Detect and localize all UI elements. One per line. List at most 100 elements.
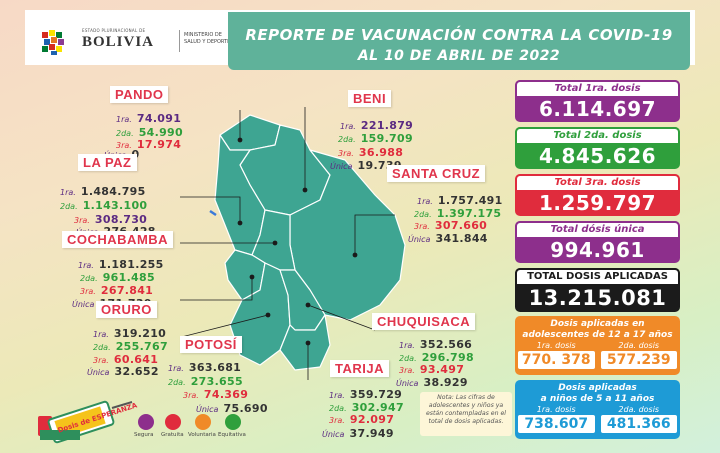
children-first-dose: 1ra. dosis 738.607 xyxy=(515,405,598,436)
report-date: AL 10 DE ABRIL DE 2022 xyxy=(357,48,561,64)
chuquisaca-dose-1-value: 352.566 xyxy=(419,338,473,351)
children-title-line1: Dosis aplicadas xyxy=(558,383,637,393)
adolescents-first-dose-label: 1ra. dosis xyxy=(536,341,576,350)
cochabamba-dose-1-value: 1.181.255 xyxy=(98,258,164,271)
dose-unique-label: Única xyxy=(322,430,345,439)
children-title-line2: a niños de 5 a 11 años xyxy=(540,394,655,404)
dose-2-label: 2da. xyxy=(338,135,356,144)
oruro-dose-2-value: 255.767 xyxy=(115,340,168,353)
la-paz-dose-1: 1ra. 1.484.795 xyxy=(60,180,146,199)
adolescents-card: Dosis aplicadas en adolescentes de 12 a … xyxy=(515,316,680,375)
chuquisaca-dose-3: 3ra. 93.497 xyxy=(399,358,464,377)
dose-1-label: 1ra. xyxy=(340,122,356,131)
logo-country-name: BOLIVIA xyxy=(82,34,155,50)
map-pando xyxy=(219,114,281,151)
dose-unique-label: Única xyxy=(72,300,95,309)
pando-dose-3-value: 17.974 xyxy=(136,138,182,151)
dose-2-label: 2da. xyxy=(414,210,432,219)
map-santa-cruz xyxy=(289,149,406,321)
lake-titicaca-icon xyxy=(209,209,217,217)
children-second-dose: 2da. dosis 481.366 xyxy=(598,405,681,436)
total-third-dose-value: 1.259.797 xyxy=(538,191,657,215)
children-columns: 1ra. dosis 738.607 2da. dosis 481.366 xyxy=(515,405,680,436)
total-second-dose-label: Total 2da. dosis xyxy=(515,127,680,143)
dept-label-cochabamba: COCHABAMBA xyxy=(62,231,174,248)
potosi-dose-unique: Única 75.690 xyxy=(196,397,268,416)
total-unique-dose-label: Total dósis única xyxy=(515,221,680,237)
chuquisaca-dose-2-value: 296.798 xyxy=(421,351,474,364)
syringe-campaign-icon xyxy=(38,400,133,444)
campaign-icon-label-equitable: Equitativa xyxy=(218,432,246,438)
santa-cruz-dose-2: 2da. 1.397.175 xyxy=(414,202,501,221)
dept-label-tarija: TARIJA xyxy=(330,360,389,377)
dose-1-label: 1ra. xyxy=(116,115,132,124)
total-third-dose-label: Total 3ra. dosis xyxy=(515,174,680,190)
title-banner: REPORTE DE VACUNACIÓN CONTRA LA COVID-19… xyxy=(228,12,690,70)
potosi-dose-3: 3ra. 74.369 xyxy=(183,383,248,402)
oruro-dose-unique: Única 32.652 xyxy=(87,360,159,379)
oruro-dose-1-value: 319.210 xyxy=(113,327,167,340)
tarija-dose-1-value: 359.729 xyxy=(349,388,403,401)
potosi-dose-1: 1ra. 363.681 xyxy=(168,356,241,375)
tarija-dose-2: 2da. 302.947 xyxy=(329,396,404,415)
dose-1-label: 1ra. xyxy=(78,261,94,270)
adolescents-first-dose: 1ra. dosis 770. 378 xyxy=(515,341,598,372)
tarija-dose-3-value: 92.097 xyxy=(349,413,395,426)
dose-2-label: 2da. xyxy=(60,202,78,211)
total-unique-dose-card: Total dósis única 994.961 xyxy=(515,221,680,263)
beni-dose-3: 3ra. 36.988 xyxy=(338,141,403,160)
dose-unique-label: Única xyxy=(396,379,419,388)
total-first-dose-value: 6.114.697 xyxy=(538,97,657,121)
potosi-dose-1-value: 363.681 xyxy=(188,361,242,374)
pando-dose-1: 1ra. 74.091 xyxy=(116,107,181,126)
chuquisaca-dose-3-value: 93.497 xyxy=(419,363,465,376)
dose-2-label: 2da. xyxy=(329,404,347,413)
dept-label-chuquisaca: CHUQUISACA xyxy=(372,313,476,330)
adolescents-second-dose: 2da. dosis 577.239 xyxy=(598,341,681,372)
children-second-dose-label: 2da. dosis xyxy=(618,405,660,414)
potosi-dose-2: 2da. 273.655 xyxy=(168,370,243,389)
dose-unique-label: Única xyxy=(330,162,353,171)
dose-2-label: 2da. xyxy=(80,274,98,283)
santa-cruz-dose-unique-value: 341.844 xyxy=(435,232,488,245)
total-third-dose-card: Total 3ra. dosis 1.259.797 xyxy=(515,174,680,216)
footnote: Nota: Las cifras de adolescentes y niños… xyxy=(420,392,512,436)
children-card: Dosis aplicadas a niños de 5 a 11 años 1… xyxy=(515,380,680,439)
santa-cruz-dose-3-value: 307.660 xyxy=(434,219,488,232)
balance-icon xyxy=(225,414,241,430)
cochabamba-dose-1: 1ra. 1.181.255 xyxy=(78,253,164,272)
la-paz-dose-2-value: 1.143.100 xyxy=(82,199,148,212)
ministry-logo: ESTADO PLURINACIONAL DE BOLIVIA MINISTER… xyxy=(36,22,236,58)
la-paz-dose-3-value: 308.730 xyxy=(94,213,148,226)
dose-1-label: 1ra. xyxy=(60,188,76,197)
beni-dose-2: 2da. 159.709 xyxy=(338,127,413,146)
oruro-dose-unique-value: 32.652 xyxy=(114,365,159,378)
cochabamba-dose-2-value: 961.485 xyxy=(102,271,155,284)
chuquisaca-dose-unique-value: 38.929 xyxy=(423,376,468,389)
shield-icon xyxy=(138,414,154,430)
report-title: REPORTE DE VACUNACIÓN CONTRA LA COVID-19 xyxy=(245,26,673,44)
children-second-dose-value: 481.366 xyxy=(600,415,677,433)
gift-icon xyxy=(165,414,181,430)
dose-unique-label: Única xyxy=(408,235,431,244)
cochabamba-dose-3-value: 267.841 xyxy=(100,284,154,297)
dose-1-label: 1ra. xyxy=(417,197,433,206)
total-first-dose-card: Total 1ra. dosis 6.114.697 xyxy=(515,80,680,122)
tarija-dose-2-value: 302.947 xyxy=(351,401,404,414)
dose-3-label: 3ra. xyxy=(338,149,354,158)
children-first-dose-label: 1ra. dosis xyxy=(536,405,576,414)
bolivia-map xyxy=(180,107,406,380)
adolescents-second-dose-value: 577.239 xyxy=(600,351,677,369)
beni-dose-1: 1ra. 221.879 xyxy=(340,114,413,133)
dose-2-label: 2da. xyxy=(93,343,111,352)
dept-label-oruro: ORURO xyxy=(96,301,157,318)
oruro-dose-1: 1ra. 319.210 xyxy=(93,322,166,341)
total-unique-dose-value: 994.961 xyxy=(550,238,645,262)
dose-3-label: 3ra. xyxy=(80,287,96,296)
dose-1-label: 1ra. xyxy=(168,364,184,373)
logo-ministry-name: MINISTERIO DE SALUD Y DEPORTES xyxy=(184,32,234,45)
dose-3-label: 3ra. xyxy=(399,366,415,375)
potosi-dose-3-value: 74.369 xyxy=(203,388,249,401)
pando-dose-1-value: 74.091 xyxy=(136,112,182,125)
